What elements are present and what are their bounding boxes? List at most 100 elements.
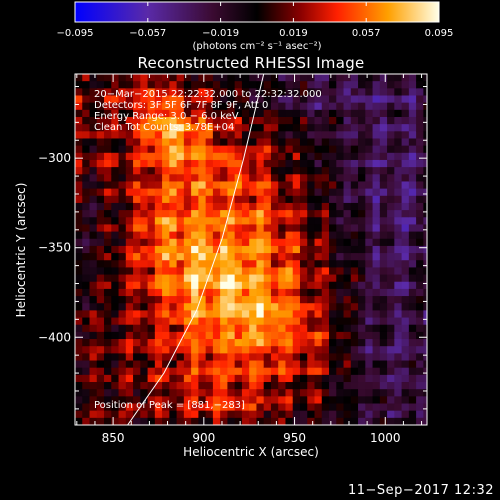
heatmap-cell (387, 410, 395, 419)
heatmap-cell (336, 181, 345, 190)
heatmap-cell (198, 367, 207, 376)
heatmap-cell (169, 339, 178, 347)
heatmap-cell (227, 346, 236, 354)
heatmap-cell (147, 382, 156, 390)
heatmap-cell (147, 245, 156, 254)
heatmap-cell (162, 131, 170, 140)
heatmap-cell (401, 116, 410, 125)
heatmap-cell (365, 367, 374, 376)
heatmap-cell (336, 74, 345, 82)
heatmap-cell (307, 267, 316, 276)
heatmap-cell (234, 346, 243, 354)
heatmap-cell (358, 174, 366, 183)
heatmap-cell (416, 238, 424, 247)
heatmap-cell (285, 274, 294, 283)
heatmap-cell (358, 403, 366, 412)
heatmap-cell (299, 124, 308, 132)
heatmap-cell (191, 374, 199, 383)
heatmap-cell (162, 296, 170, 304)
heatmap-cell (365, 310, 374, 319)
heatmap-cell (140, 296, 149, 304)
heatmap-cell (234, 131, 243, 140)
heatmap-cell (336, 152, 345, 161)
heatmap-cell (220, 310, 229, 319)
heatmap-cell (227, 296, 236, 304)
heatmap-cell (75, 167, 83, 175)
heatmap-cell (285, 374, 294, 383)
heatmap-cell (162, 403, 170, 412)
heatmap-cell (169, 81, 178, 89)
heatmap-cell (125, 403, 134, 412)
heatmap-cell (89, 181, 98, 190)
heatmap-cell (111, 339, 120, 347)
heatmap-cell (372, 245, 381, 254)
heatmap-cell (198, 339, 207, 347)
heatmap-cell (89, 296, 98, 304)
heatmap-cell (416, 317, 424, 326)
heatmap-cell (292, 217, 301, 226)
heatmap-cell (292, 310, 301, 319)
heatmap-cell (423, 159, 427, 168)
heatmap-cell (256, 159, 265, 168)
heatmap-cell (205, 382, 214, 390)
heatmap-cell (140, 210, 149, 218)
heatmap-cell (169, 124, 178, 132)
heatmap-cell (350, 224, 359, 233)
heatmap-cell (118, 274, 127, 283)
heatmap-cell (212, 188, 221, 197)
heatmap-cell (401, 81, 410, 89)
heatmap-cell (191, 410, 199, 419)
heatmap-cell (82, 238, 91, 247)
heatmap-cell (154, 367, 163, 376)
heatmap-cell (111, 167, 120, 175)
heatmap-cell (394, 217, 403, 226)
heatmap-cell (241, 360, 250, 369)
heatmap-cell (379, 131, 388, 140)
heatmap-cell (191, 88, 199, 97)
heatmap-cell (307, 74, 316, 82)
heatmap-cell (154, 202, 163, 211)
heatmap-cell (365, 145, 374, 154)
heatmap-cell (154, 124, 163, 132)
heatmap-cell (336, 274, 345, 283)
heatmap-cell (336, 403, 345, 412)
heatmap-cell (285, 303, 294, 311)
heatmap-cell (263, 382, 272, 390)
heatmap-cell (350, 202, 359, 211)
heatmap-cell (401, 396, 410, 405)
heatmap-cell (365, 95, 374, 104)
heatmap-cell (220, 245, 229, 254)
heatmap-cell (162, 324, 170, 333)
heatmap-cell (147, 417, 156, 425)
heatmap-cell (394, 81, 403, 89)
heatmap-cell (212, 167, 221, 175)
heatmap-cell (241, 88, 250, 97)
heatmap-cell (111, 403, 120, 412)
heatmap-cell (125, 81, 134, 89)
heatmap-cell (358, 145, 366, 154)
heatmap-cell (285, 138, 294, 147)
heatmap-cell (387, 374, 395, 383)
heatmap-cell (372, 159, 381, 168)
heatmap-cell (169, 231, 178, 240)
heatmap-cell (169, 181, 178, 190)
heatmap-cell (256, 317, 265, 326)
heatmap-cell (82, 102, 91, 111)
heatmap-cell (162, 410, 170, 419)
heatmap-cell (365, 124, 374, 132)
colorbar-ticks: −0.095 −0.057 −0.019 0.019 0.057 0.095 (56, 2, 453, 39)
heatmap-cell (154, 245, 163, 254)
heatmap-cell (125, 231, 134, 240)
heatmap-cell (263, 174, 272, 183)
heatmap-cell (75, 195, 83, 204)
heatmap-cell (336, 202, 345, 211)
heatmap-cell (104, 95, 112, 104)
colorbar-units-label: (photons cm⁻² s⁻¹ asec⁻²) (192, 41, 321, 52)
heatmap-cell (408, 288, 417, 297)
heatmap-cell (350, 331, 359, 340)
heatmap-cell (299, 296, 308, 304)
heatmap-cell (234, 145, 243, 154)
footer-timestamp: 11−Sep−2017 12:32 (347, 483, 494, 498)
heatmap-cell (321, 131, 330, 140)
heatmap-cell (241, 81, 250, 89)
